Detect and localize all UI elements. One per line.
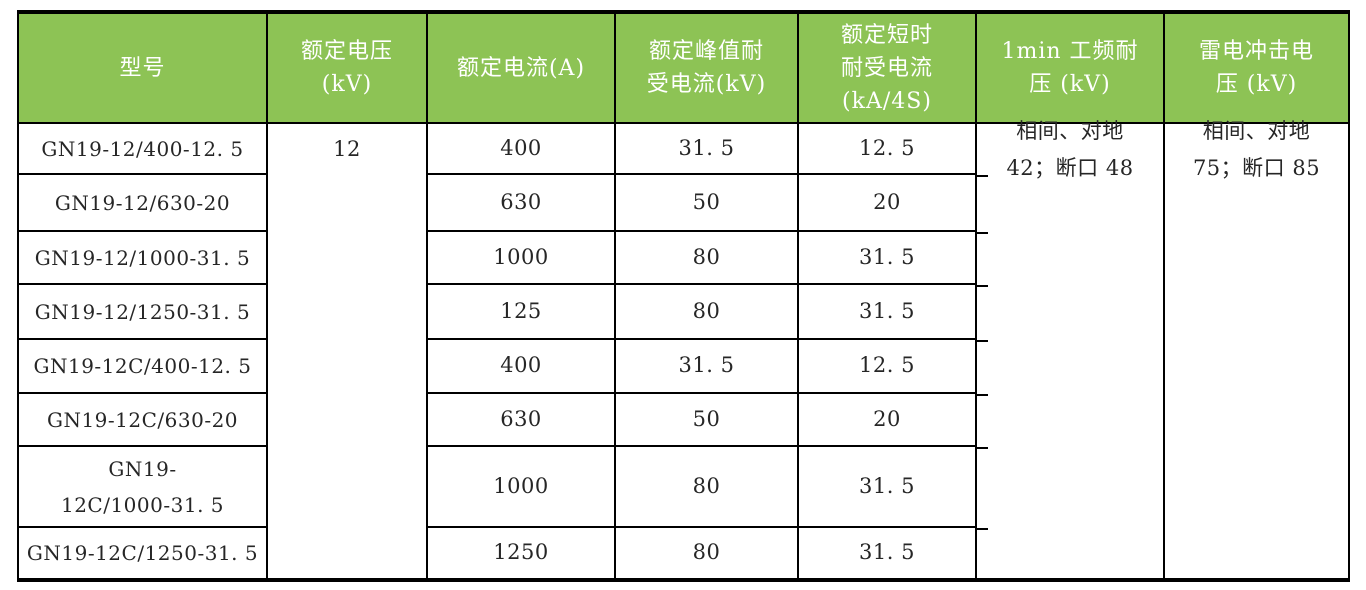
peak-withstand-cell: 31. 5 — [616, 124, 797, 175]
row-line-stub — [977, 394, 988, 396]
column-lightning-impulse-voltage: 雷电冲击电 压 (kV) 相间、对地 75；断口 85 — [1165, 14, 1348, 578]
rated-current-cell: 125 — [428, 285, 614, 340]
model-cell: GN19-12/1250-31. 5 — [19, 285, 266, 340]
peak-withstand-cell: 50 — [616, 394, 797, 447]
peak-withstand-cell: 80 — [692, 540, 721, 565]
spec-table: 型号 GN19-12/400-12. 5 GN19-12/630-20 GN19… — [17, 10, 1350, 582]
model-cell: GN19- 12C/1000-31. 5 — [19, 447, 266, 528]
column-peak-withstand-current: 额定峰值耐 受电流(kV) 31. 5 50 80 80 31. 5 50 80… — [616, 14, 799, 578]
row-line-stub — [977, 528, 988, 530]
row-line-stub — [977, 285, 988, 287]
rated-current-cell: 400 — [428, 124, 614, 175]
header-cell-lightning-impulse: 雷电冲击电 压 (kV) — [1165, 14, 1348, 124]
peak-withstand-cell: 50 — [616, 175, 797, 232]
header-cell-peak-withstand: 额定峰值耐 受电流(kV) — [616, 14, 797, 124]
model-cell: GN19-12C/1250-31. 5 — [26, 541, 259, 565]
column-power-frequency-withstand-voltage: 1min 工频耐 压 (kV) 相间、对地 42；断口 48 — [977, 14, 1165, 578]
column-model: 型号 GN19-12/400-12. 5 GN19-12/630-20 GN19… — [19, 14, 268, 578]
header-cell-model: 型号 — [19, 14, 266, 124]
power-frequency-merged-cell: 相间、对地 42；断口 48 — [1006, 118, 1134, 180]
row-line-stub — [977, 447, 988, 449]
row-line-stub — [977, 175, 988, 177]
short-time-withstand-cell: 12. 5 — [799, 124, 975, 175]
short-time-withstand-cell: 31. 5 — [799, 232, 975, 285]
header-cell-rated-voltage: 额定电压 (kV) — [268, 14, 426, 124]
column-rated-current: 额定电流(A) 400 630 1000 125 400 630 1000 12… — [428, 14, 616, 578]
rated-current-cell: 1000 — [428, 447, 614, 528]
model-cell: GN19-12/1000-31. 5 — [19, 232, 266, 285]
peak-withstand-cell: 80 — [616, 447, 797, 528]
lightning-impulse-merged-cell: 相间、对地 75；断口 85 — [1192, 118, 1321, 180]
header-cell-rated-current: 额定电流(A) — [428, 14, 614, 124]
row-line-stub — [977, 232, 988, 234]
model-cell: GN19-12/400-12. 5 — [19, 124, 266, 175]
short-time-withstand-cell: 20 — [799, 175, 975, 232]
rated-current-cell: 630 — [428, 394, 614, 447]
model-cell: GN19-12C/630-20 — [19, 394, 266, 447]
model-cell: GN19-12C/400-12. 5 — [19, 340, 266, 394]
peak-withstand-cell: 80 — [616, 285, 797, 340]
short-time-withstand-cell: 12. 5 — [799, 340, 975, 394]
peak-withstand-cell: 31. 5 — [616, 340, 797, 394]
row-line-stub — [977, 340, 988, 342]
peak-withstand-cell: 80 — [616, 232, 797, 285]
short-time-withstand-cell: 31. 5 — [799, 285, 975, 340]
model-cell: GN19-12/630-20 — [19, 175, 266, 232]
short-time-withstand-cell: 31. 5 — [859, 540, 915, 565]
column-rated-voltage: 额定电压 (kV) 12 — [268, 14, 428, 578]
header-cell-power-frequency: 1min 工频耐 压 (kV) — [977, 14, 1163, 124]
rated-current-cell: 400 — [428, 340, 614, 394]
rated-voltage-merged-cell: 12 — [333, 137, 361, 162]
rated-current-cell: 630 — [428, 175, 614, 232]
rated-current-cell: 1250 — [493, 540, 549, 565]
column-short-time-withstand-current: 额定短时 耐受电流 (kA/4S) 12. 5 20 31. 5 31. 5 1… — [799, 14, 977, 578]
header-cell-short-time-withstand: 额定短时 耐受电流 (kA/4S) — [799, 14, 975, 124]
short-time-withstand-cell: 31. 5 — [799, 447, 975, 528]
rated-current-cell: 1000 — [428, 232, 614, 285]
short-time-withstand-cell: 20 — [799, 394, 975, 447]
